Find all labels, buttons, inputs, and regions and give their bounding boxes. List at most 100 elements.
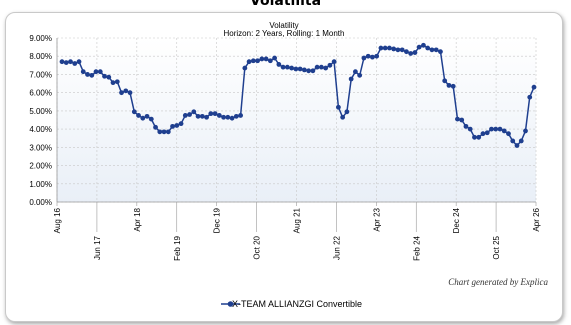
- data-point: [442, 78, 448, 84]
- data-point: [114, 79, 120, 85]
- data-point: [523, 128, 528, 134]
- data-point: [514, 143, 520, 148]
- data-point: [531, 84, 537, 90]
- data-point: [102, 73, 107, 79]
- x-tick-label: Aug 16: [53, 207, 62, 233]
- data-point: [204, 114, 209, 120]
- y-axis-ticks: 0.00% 1.00% 2.00% 3.00% 4.00% 5.00% 6.00% 7.00%…: [29, 34, 52, 207]
- data-point: [314, 64, 320, 70]
- data-point: [404, 49, 409, 55]
- data-point: [59, 59, 65, 65]
- data-point: [259, 56, 265, 62]
- data-point: [310, 68, 316, 74]
- data-point: [225, 114, 231, 120]
- data-point: [348, 76, 354, 82]
- data-point: [527, 94, 533, 100]
- data-point: [238, 113, 243, 118]
- data-point: [463, 123, 469, 129]
- data-point: [387, 45, 392, 51]
- data-point: [182, 113, 188, 118]
- y-tick-label: 3.00%: [29, 143, 52, 152]
- data-point: [72, 61, 78, 66]
- data-point: [85, 72, 90, 77]
- data-point: [153, 124, 158, 130]
- data-point: [327, 62, 333, 68]
- data-point: [344, 109, 350, 115]
- chart-credit: Chart generated by Explica: [448, 277, 548, 287]
- data-point: [438, 49, 443, 55]
- x-tick-label: Jun 17: [93, 235, 102, 260]
- data-point: [187, 112, 192, 117]
- data-point: [340, 114, 346, 120]
- data-point: [335, 104, 341, 110]
- data-point: [123, 88, 129, 94]
- data-point: [212, 111, 218, 117]
- data-point: [272, 55, 278, 61]
- y-tick-label: 2.00%: [29, 162, 52, 171]
- data-point: [250, 58, 256, 64]
- y-tick-label: 4.00%: [29, 125, 52, 134]
- data-point: [429, 47, 435, 53]
- x-tick-label: Oct 20: [253, 235, 262, 259]
- data-point: [497, 126, 503, 132]
- data-point: [416, 44, 422, 50]
- data-point: [318, 64, 324, 70]
- data-point: [293, 66, 299, 72]
- data-point: [110, 80, 116, 86]
- data-point: [242, 65, 248, 71]
- x-tick-label: Apr 18: [133, 207, 142, 231]
- data-point: [353, 69, 358, 75]
- chart-subtitle: Horizon: 2 Years, Rolling: 1 Month: [224, 29, 345, 38]
- data-point: [233, 113, 239, 119]
- x-tick-label: Apr 26: [532, 207, 541, 231]
- data-point: [127, 90, 133, 96]
- x-tick-label: Aug 21: [293, 207, 302, 233]
- series-layer: [59, 42, 537, 148]
- page-title: Volatilita: [249, 0, 322, 9]
- data-point: [255, 58, 261, 64]
- data-point: [374, 53, 380, 59]
- x-tick-label: Jun 22: [332, 235, 341, 260]
- data-point: [229, 115, 235, 121]
- legend: X-TEAM ALLIANZGI Convertible: [6, 299, 562, 309]
- data-point: [195, 113, 201, 119]
- data-point: [221, 114, 226, 120]
- data-point: [489, 126, 494, 132]
- y-tick-label: 1.00%: [29, 180, 52, 189]
- x-tick-label: Dec 19: [213, 207, 222, 233]
- data-point: [144, 113, 150, 119]
- data-point: [459, 117, 465, 123]
- data-point: [323, 65, 329, 71]
- data-point: [136, 113, 141, 118]
- data-point: [161, 129, 167, 135]
- data-point: [267, 58, 273, 64]
- data-point: [63, 60, 69, 65]
- data-point: [263, 56, 269, 62]
- volatility-chart: Volatility Horizon: 2 Years, Rolling: 1 …: [29, 21, 541, 307]
- data-point: [518, 138, 524, 144]
- data-point: [80, 69, 86, 75]
- data-point: [357, 72, 363, 78]
- x-axis-ticks: Aug 16 Jun 17 Apr 18 Feb 19 Dec 19 Oct 20 Aug …: [53, 207, 541, 260]
- data-point: [301, 67, 307, 73]
- data-point: [199, 113, 205, 119]
- data-point: [412, 50, 418, 55]
- data-point: [306, 68, 312, 74]
- chart-title: Volatility: [269, 21, 298, 30]
- x-tick-label: Feb 19: [173, 235, 182, 260]
- axes: [56, 38, 537, 232]
- data-point: [365, 53, 371, 59]
- data-point: [391, 46, 397, 52]
- data-point: [276, 62, 282, 67]
- data-point: [455, 116, 460, 122]
- data-point: [191, 109, 197, 115]
- data-point: [425, 45, 431, 51]
- data-point: [399, 47, 405, 53]
- data-point: [476, 134, 482, 140]
- data-point: [178, 121, 184, 127]
- data-point: [484, 130, 490, 136]
- data-point: [450, 83, 456, 89]
- data-point: [433, 47, 439, 53]
- data-point: [493, 126, 499, 132]
- y-tick-label: 0.00%: [29, 198, 52, 207]
